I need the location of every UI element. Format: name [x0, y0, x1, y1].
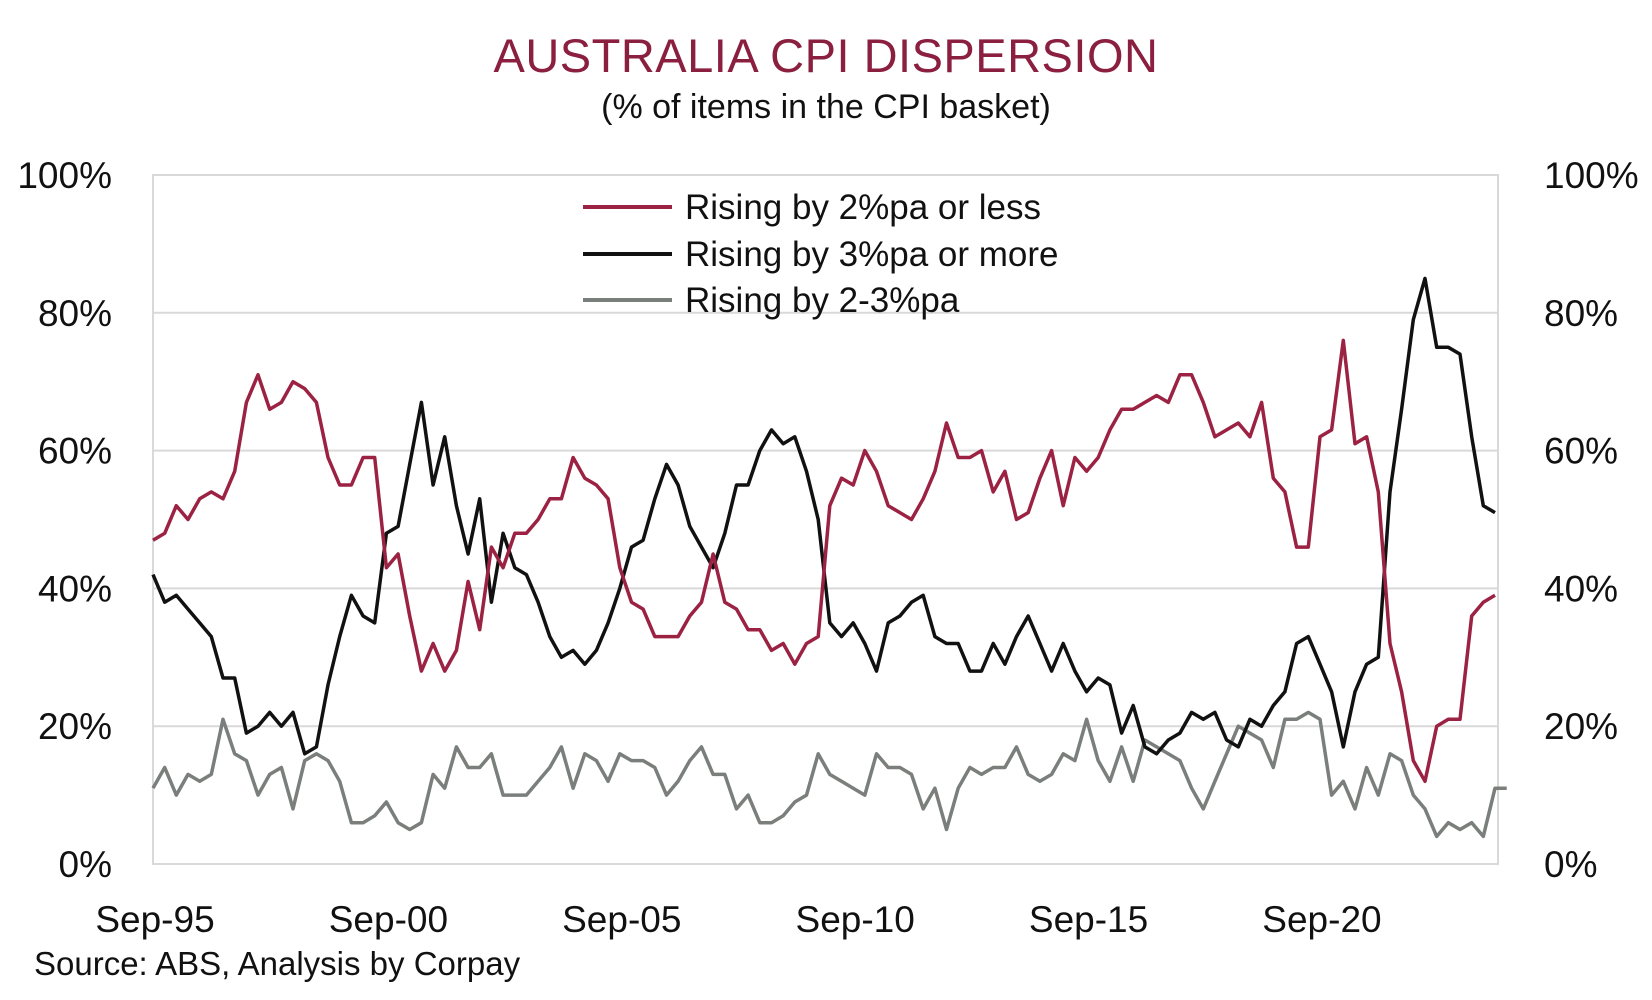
x-axis: Sep-95 Sep-00 Sep-05 Sep-10 Sep-15 Sep-20	[95, 899, 1381, 940]
y-tick-label-left: 80%	[38, 293, 112, 334]
legend-label: Rising by 2%pa or less	[685, 188, 1041, 227]
source-note: Source: ABS, Analysis by Corpay	[34, 945, 521, 982]
series-line	[152, 338, 1496, 784]
y-tick-label-left: 0%	[59, 844, 112, 885]
series-line	[151, 276, 1496, 756]
chart-title: AUSTRALIA CPI DISPERSION	[493, 29, 1159, 82]
series-line	[151, 710, 1507, 839]
y-tick-label-right: 80%	[1544, 293, 1618, 334]
y-tick-label-left: 40%	[38, 568, 112, 609]
gridlines	[153, 311, 1498, 728]
legend-label: Rising by 3%pa or more	[685, 235, 1059, 274]
y-tick-label-left: 60%	[38, 431, 112, 472]
legend-label: Rising by 2-3%pa	[685, 281, 960, 320]
y-tick-label-left: 100%	[17, 155, 112, 196]
y-axis-right: 0% 20% 40% 60% 80% 100%	[1544, 155, 1639, 885]
x-tick-label: Sep-15	[1029, 899, 1148, 940]
x-tick-label: Sep-10	[796, 899, 915, 940]
y-tick-label-right: 60%	[1544, 431, 1618, 472]
y-axis-left: 0% 20% 40% 60% 80% 100%	[17, 155, 112, 885]
y-tick-label-left: 20%	[38, 706, 112, 747]
y-tick-label-right: 100%	[1544, 155, 1639, 196]
x-tick-label: Sep-20	[1262, 899, 1381, 940]
chart-subtitle: (% of items in the CPI basket)	[601, 88, 1051, 126]
y-tick-label-right: 40%	[1544, 568, 1618, 609]
legend: Rising by 2%pa or less Rising by 3%pa or …	[583, 188, 1059, 320]
y-tick-label-right: 0%	[1544, 844, 1597, 885]
y-tick-label-right: 20%	[1544, 706, 1618, 747]
plot-area	[152, 174, 1499, 865]
x-tick-label: Sep-95	[95, 899, 214, 940]
series-lines	[151, 276, 1507, 839]
x-tick-label: Sep-05	[562, 899, 681, 940]
x-tick-label: Sep-00	[329, 899, 448, 940]
